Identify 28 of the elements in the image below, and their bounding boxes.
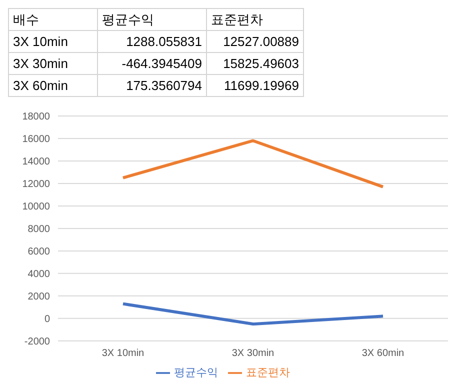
text: 1288.055831 <box>98 30 206 52</box>
y-tick-label: 2000 <box>28 291 50 302</box>
y-tick-label: 6000 <box>28 246 50 258</box>
legend-label: 평균수익 <box>174 366 218 379</box>
x-tick-label: 3X 60min <box>362 348 404 360</box>
category-label: 3X 10min <box>13 34 68 49</box>
text: -464.3945409 <box>98 52 206 74</box>
x-tick-label: 3X 30min <box>232 348 274 360</box>
text: 평균수익 <box>102 12 154 26</box>
text: 배수 <box>8 8 98 30</box>
text: 11699.19969 <box>206 74 304 96</box>
y-tick-label: 0 <box>44 314 50 325</box>
x-tick-label: 3X 10min <box>102 348 144 360</box>
y-tick-label: 12000 <box>22 179 50 190</box>
y-tick-label: 4000 <box>28 268 50 280</box>
legend-label: 표준편차 <box>246 366 290 379</box>
y-tick-label: 14000 <box>22 156 50 168</box>
y-tick-label: 8000 <box>28 224 50 236</box>
category-label: 3X 60min <box>13 78 68 93</box>
text: 175.3560794 <box>98 74 206 96</box>
y-tick-label: 16000 <box>22 134 50 146</box>
category-label: 3X 30min <box>13 56 68 71</box>
y-tick-label: 10000 <box>22 202 50 213</box>
text: 12527.00889 <box>206 30 304 52</box>
text: 표준편차 <box>211 12 263 26</box>
y-tick-label: 18000 <box>22 112 50 123</box>
text: 15825.49603 <box>206 52 304 74</box>
y-tick-label: -2000 <box>24 336 50 348</box>
